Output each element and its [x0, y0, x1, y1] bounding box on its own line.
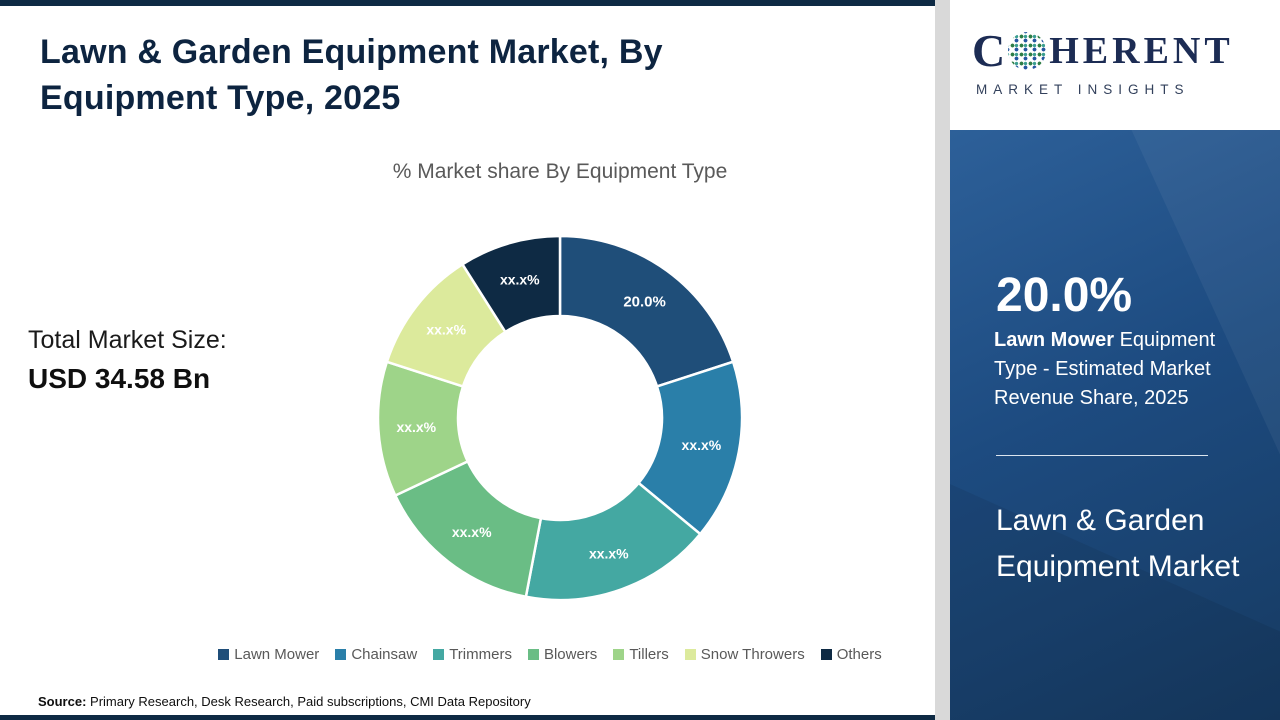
brand-logo-wordmark: C HERENT: [972, 28, 1280, 74]
donut-label-trimmers: xx.x%: [589, 546, 629, 562]
chart-legend: Lawn Mower Chainsaw Trimmers Blowers Tillers…: [150, 646, 950, 663]
donut-label-others: xx.x%: [500, 272, 540, 288]
donut-label-blowers: xx.x%: [452, 524, 492, 540]
legend-swatch: [527, 649, 539, 660]
top-border-strip: [0, 0, 950, 6]
legend-swatch: [218, 649, 230, 660]
legend-item-tillers: Tillers: [613, 646, 669, 663]
highlight-panel: 20.0% Lawn Mower Equipment Type - Estima…: [950, 130, 1280, 720]
donut-chart-container: 20.0% xx.x% xx.x% xx.x% xx.x% xx.x% xx.x%: [350, 208, 770, 628]
donut-label-snow-throwers: xx.x%: [426, 322, 466, 338]
bottom-border-strip: [0, 715, 935, 720]
logo-letter-c: C: [972, 25, 1006, 76]
legend-item-blowers: Blowers: [527, 646, 598, 663]
legend-item-chainsaw: Chainsaw: [335, 646, 417, 663]
legend-item-trimmers: Trimmers: [433, 646, 512, 663]
brand-logo-box: C HERENT MARKET INSIGHTS: [950, 0, 1280, 130]
donut-label-tillers: xx.x%: [396, 419, 436, 435]
source-text: Primary Research, Desk Research, Paid su…: [86, 694, 531, 709]
legend-label: Tillers: [629, 646, 669, 663]
legend-label: Chainsaw: [351, 646, 418, 663]
donut-segment-trimmers: [524, 481, 702, 602]
donut-chart: 20.0% xx.x% xx.x% xx.x% xx.x% xx.x% xx.x%: [376, 234, 744, 602]
legend-item-snow-throwers: Snow Throwers: [684, 646, 805, 663]
legend-swatch: [433, 649, 445, 660]
donut-label-lawn-mower: 20.0%: [623, 294, 666, 311]
legend-label: Others: [836, 646, 882, 663]
donut-segment-lawn-mower: [558, 234, 735, 389]
highlight-description-rest: Equipment Type - Estimated Market Revenu…: [994, 329, 1216, 409]
source-note: Source: Primary Research, Desk Research,…: [38, 694, 531, 709]
donut-segment-others: [460, 234, 562, 334]
legend-swatch: [613, 649, 625, 660]
logo-word-rest: HERENT: [1049, 30, 1234, 72]
donut-label-chainsaw: xx.x%: [682, 437, 722, 453]
legend-swatch: [820, 649, 832, 660]
total-market-size-block: Total Market Size: USD 34.58 Bn: [28, 326, 227, 395]
logo-tagline: MARKET INSIGHTS: [976, 82, 1190, 97]
legend-item-lawn-mower: Lawn Mower: [218, 646, 319, 663]
legend-label: Snow Throwers: [700, 646, 805, 663]
page-title: Lawn & Garden Equipment Market, By Equip…: [40, 33, 663, 117]
legend-label: Trimmers: [449, 646, 512, 663]
brand-logo: C HERENT MARKET INSIGHTS: [972, 28, 1280, 98]
legend-label: Lawn Mower: [234, 646, 320, 663]
highlight-segment-name: Lawn Mower: [994, 329, 1115, 351]
legend-item-others: Others: [820, 646, 882, 663]
legend-swatch: [335, 649, 347, 660]
total-market-size-value: USD 34.58 Bn: [28, 363, 211, 394]
panel-divider-line: [996, 455, 1208, 456]
legend-swatch: [684, 649, 696, 660]
source-label: Source:: [38, 694, 87, 709]
vertical-divider-strip: [935, 0, 950, 720]
dotted-globe-icon: [1008, 32, 1047, 70]
total-market-size-label: Total Market Size:: [28, 326, 227, 354]
chart-title: % Market share By Equipment Type: [392, 160, 728, 183]
market-name: Lawn & Garden Equipment Market: [996, 504, 1240, 583]
highlight-share-description: Lawn Mower Equipment Type - Estimated Ma…: [994, 326, 1246, 413]
highlight-share-value: 20.0%: [996, 269, 1133, 322]
legend-label: Blowers: [543, 646, 598, 663]
